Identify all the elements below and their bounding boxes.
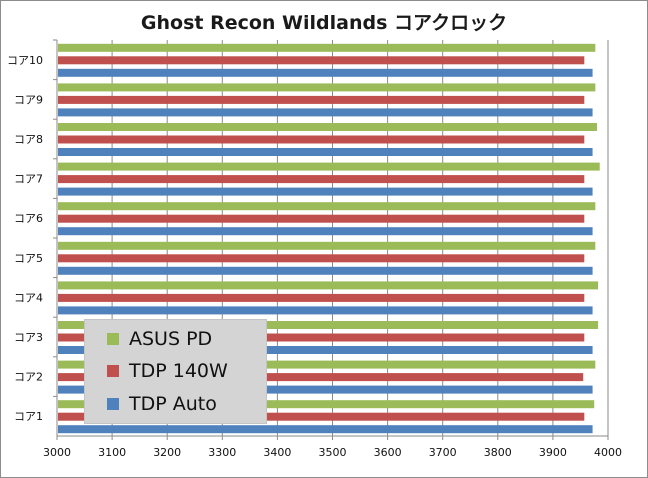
legend-label-tdp-140w: TDP 140W <box>129 360 228 382</box>
y-tick-label-3: コア3 <box>14 331 43 344</box>
y-tick-label-2: コア2 <box>14 371 43 384</box>
legend-label-tdp-auto: TDP Auto <box>129 393 217 415</box>
bar-asus-pd-7 <box>58 162 600 171</box>
bar-tdp-auto-1 <box>58 425 593 434</box>
bar-tdp-auto-10 <box>58 68 593 77</box>
y-tick-label-8: コア8 <box>14 133 43 146</box>
bar-tdp-auto-6 <box>58 227 593 236</box>
x-tick-label-3900: 3900 <box>539 446 567 459</box>
bar-asus-pd-4 <box>58 281 599 290</box>
x-tick-label-3100: 3100 <box>98 446 126 459</box>
bar-asus-pd-2 <box>58 360 596 369</box>
x-tick-label-3300: 3300 <box>208 446 236 459</box>
x-tick-label-3500: 3500 <box>319 446 347 459</box>
bar-tdp-140w-6 <box>58 214 585 223</box>
legend-item-tdp-auto: TDP Auto <box>107 391 217 417</box>
y-tick-label-1: コア1 <box>14 410 43 423</box>
bar-tdp-140w-9 <box>58 95 585 104</box>
bar-tdp-140w-2 <box>58 373 584 382</box>
x-tick-label-3600: 3600 <box>374 446 402 459</box>
bar-tdp-140w-10 <box>58 56 585 65</box>
x-tick-label-3000: 3000 <box>43 446 71 459</box>
bar-tdp-auto-3 <box>58 346 593 354</box>
y-tick-label-6: コア6 <box>14 212 43 225</box>
bar-asus-pd-10 <box>58 43 596 52</box>
bar-asus-pd-5 <box>58 241 596 250</box>
bar-asus-pd-6 <box>58 202 596 211</box>
bar-tdp-140w-3 <box>58 333 585 342</box>
y-tick-label-5: コア5 <box>14 252 43 265</box>
bar-asus-pd-9 <box>58 83 596 92</box>
legend-swatch-tdp-auto <box>107 398 119 410</box>
x-tick-label-3200: 3200 <box>153 446 181 459</box>
bar-tdp-auto-5 <box>58 266 593 275</box>
legend: ASUS PD TDP 140W TDP Auto <box>84 319 267 424</box>
bar-tdp-auto-4 <box>58 306 593 315</box>
bar-tdp-140w-8 <box>58 135 585 144</box>
legend-item-tdp-140w: TDP 140W <box>107 358 228 384</box>
x-tick-label-3400: 3400 <box>263 446 291 459</box>
x-tick-label-3700: 3700 <box>429 446 457 459</box>
legend-item-asus-pd: ASUS PD <box>107 326 212 352</box>
legend-label-asus-pd: ASUS PD <box>129 328 213 350</box>
chart-title: Ghost Recon Wildlands コアクロック <box>140 12 508 34</box>
x-tick-label-3800: 3800 <box>484 446 512 459</box>
x-tick-label-4000: 4000 <box>594 446 622 459</box>
bar-tdp-140w-1 <box>58 412 585 421</box>
legend-swatch-tdp-140w <box>107 365 119 377</box>
y-tick-label-4: コア4 <box>14 291 43 304</box>
bar-tdp-auto-2 <box>58 385 593 394</box>
bar-asus-pd-1 <box>58 400 595 409</box>
bar-tdp-auto-8 <box>58 148 593 156</box>
bar-tdp-auto-9 <box>58 108 593 117</box>
bar-tdp-auto-7 <box>58 187 593 196</box>
bar-tdp-140w-7 <box>58 175 585 184</box>
y-tick-label-7: コア7 <box>14 173 43 186</box>
y-tick-label-10: コア10 <box>7 54 43 67</box>
bar-asus-pd-3 <box>58 321 599 329</box>
bar-tdp-140w-4 <box>58 293 585 302</box>
y-tick-label-9: コア9 <box>14 93 43 106</box>
bar-tdp-140w-5 <box>58 254 585 263</box>
legend-swatch-asus-pd <box>107 333 119 345</box>
bar-asus-pd-8 <box>58 123 597 131</box>
